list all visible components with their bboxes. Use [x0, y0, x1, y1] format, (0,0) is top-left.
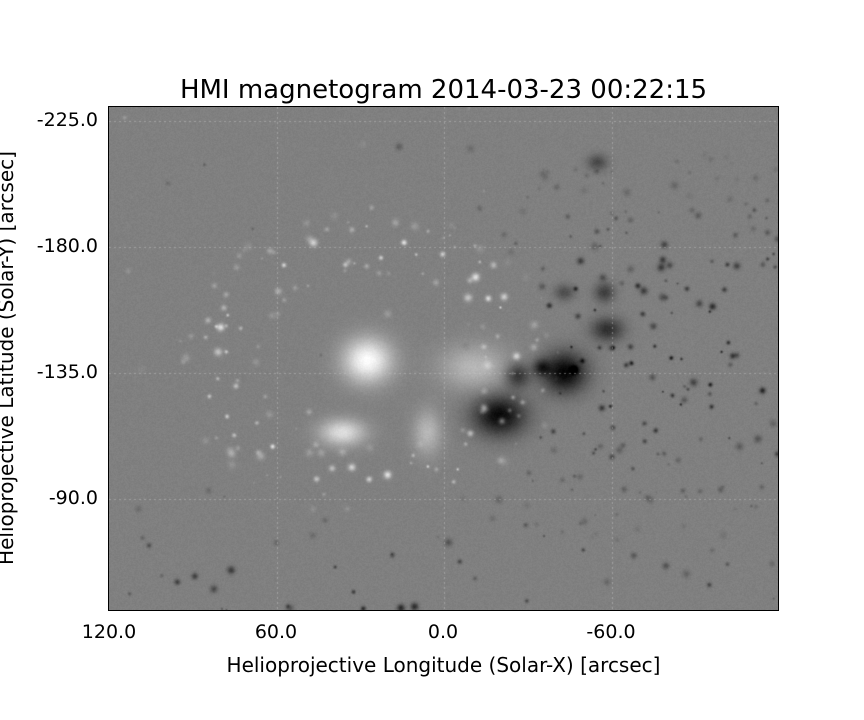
x-tick-label: 60.0 — [254, 621, 298, 643]
x-tick-label: 120.0 — [81, 621, 137, 643]
x-tick-label: 0.0 — [427, 621, 459, 643]
y-tick-label: -135.0 — [36, 361, 98, 383]
plot-title: HMI magnetogram 2014-03-23 00:22:15 — [179, 75, 708, 105]
magnetogram-plot-area — [108, 106, 779, 611]
x-axis-label: Helioprojective Longitude (Solar-X) [arc… — [226, 653, 661, 677]
y-tick-label: -90.0 — [48, 487, 98, 509]
y-tick-label: -180.0 — [36, 235, 98, 257]
x-tick-label: -60.0 — [586, 621, 636, 643]
magnetogram-image — [109, 107, 778, 610]
y-tick-label: -225.0 — [36, 109, 98, 131]
y-axis-label: Helioprojective Latitude (Solar-Y) [arcs… — [0, 151, 18, 565]
